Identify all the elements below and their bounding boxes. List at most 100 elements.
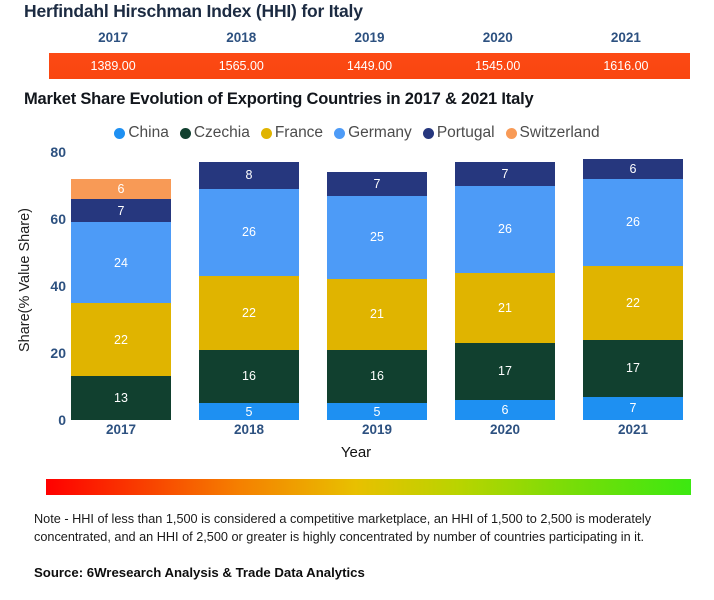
bar-segment-china[interactable]: 5 [199, 403, 299, 420]
stacked-bar-2018[interactable]: 8 26 22 16 5 [199, 162, 299, 420]
chart-legend: China Czechia France Germany Portugal Switzer… [0, 124, 714, 142]
x-axis-tick-label: 2020 [489, 422, 521, 437]
bar-segment-value-label: 21 [498, 300, 512, 315]
bar-segment-value-label: 8 [245, 168, 253, 183]
legend-swatch-icon [505, 127, 517, 139]
bar-segment-czechia[interactable]: 16 [199, 349, 299, 404]
legend-swatch-icon [260, 127, 272, 139]
bar-segment-portugal[interactable]: 7 [71, 198, 171, 223]
bar-segment-germany[interactable]: 24 [71, 222, 171, 303]
plot-area: Share(% Value Share) 0 20 40 60 80 6 7 24 22 13 8… [0, 144, 714, 461]
legend-item-portugal[interactable]: Portugal [422, 124, 495, 142]
bar-segment-value-label: 25 [370, 230, 384, 245]
bar-segment-value-label: 5 [245, 404, 253, 419]
bar-group: 6 7 24 22 13 8 26 22 16 5 7 25 21 16 5 7 26 21 17 6 6 26 22 17 7 [71, 152, 714, 420]
bar-segment-value-label: 7 [629, 401, 637, 416]
hhi-value-row: 1389.00 1565.00 1449.00 1545.00 1616.00 [49, 53, 690, 79]
bar-segment-czechia[interactable]: 17 [583, 339, 683, 397]
legend-item-france[interactable]: France [260, 124, 324, 142]
legend-item-czechia[interactable]: Czechia [179, 124, 250, 142]
x-axis-tick-label: 2018 [233, 422, 265, 437]
bar-segment-germany[interactable]: 26 [199, 188, 299, 276]
bar-segment-value-label: 5 [373, 404, 381, 419]
legend-item-label: Germany [348, 124, 412, 141]
bar-segment-germany[interactable]: 25 [327, 195, 427, 280]
bar-segment-value-label: 26 [242, 225, 256, 240]
hhi-year-cell: 2021 [610, 30, 641, 45]
bar-segment-switzerland[interactable]: 6 [71, 178, 171, 199]
bar-segment-portugal[interactable]: 7 [327, 172, 427, 196]
hhi-year-cell: 2018 [226, 30, 257, 45]
bar-segment-czechia[interactable]: 17 [455, 342, 555, 400]
hhi-title: Herfindahl Hirschman Index (HHI) for Ita… [24, 1, 363, 21]
bar-segment-czechia[interactable]: 16 [327, 349, 427, 404]
bar-segment-france[interactable]: 21 [327, 279, 427, 350]
bar-segment-germany[interactable]: 26 [455, 185, 555, 273]
legend-swatch-icon [114, 127, 126, 139]
x-axis-ticks: 2017 2018 2019 2020 2021 [71, 422, 714, 444]
bar-segment-portugal[interactable]: 6 [583, 158, 683, 179]
hhi-value-cell: 1616.00 [603, 59, 649, 73]
bar-segment-value-label: 7 [373, 176, 381, 191]
note-text: Note - HHI of less than 1,500 is conside… [34, 512, 652, 544]
source-text: Source: 6Wresearch Analysis & Trade Data… [34, 565, 365, 580]
legend-item-china[interactable]: China [114, 124, 169, 142]
legend-item-label: Portugal [436, 124, 495, 141]
stacked-bar-2020[interactable]: 7 26 21 17 6 [455, 162, 555, 420]
bar-segment-germany[interactable]: 26 [583, 178, 683, 266]
bar-segment-france[interactable]: 22 [583, 265, 683, 340]
x-axis-label: Year [340, 444, 372, 461]
y-axis-tick-label: 60 [50, 211, 66, 227]
bar-segment-portugal[interactable]: 8 [199, 162, 299, 189]
legend-item-label: China [128, 124, 169, 141]
legend-swatch-icon [179, 127, 191, 139]
hhi-gradient-scale-bar [46, 479, 691, 495]
hhi-value-cell: 1389.00 [90, 59, 136, 73]
y-axis-tick-label: 20 [50, 345, 66, 361]
legend-item-label: France [274, 124, 324, 141]
stacked-bar-2019[interactable]: 7 25 21 16 5 [327, 172, 427, 420]
bar-segment-china[interactable]: 7 [583, 396, 683, 420]
hhi-year-header-row: 2017 2018 2019 2020 2021 [49, 28, 690, 50]
bar-segment-france[interactable]: 22 [199, 275, 299, 350]
chart-title: Market Share Evolution of Exporting Coun… [24, 90, 534, 108]
bar-segment-value-label: 6 [629, 161, 637, 176]
y-axis-tick-label: 80 [50, 144, 66, 160]
y-axis-ticks: 0 20 40 60 80 [24, 144, 66, 428]
bar-segment-value-label: 17 [626, 361, 640, 376]
legend-item-label: Czechia [193, 124, 250, 141]
legend-item-label: Switzerland [519, 124, 600, 141]
x-axis-tick-label: 2017 [105, 422, 137, 437]
legend-item-germany[interactable]: Germany [334, 124, 412, 142]
stacked-bar-2021[interactable]: 6 26 22 17 7 [583, 158, 683, 420]
bar-segment-czechia[interactable]: 13 [71, 376, 171, 420]
hhi-year-cell: 2020 [482, 30, 513, 45]
bar-segment-value-label: 26 [498, 222, 512, 237]
bar-segment-france[interactable]: 21 [455, 272, 555, 343]
hhi-year-cell: 2017 [98, 30, 129, 45]
legend-swatch-icon [422, 127, 434, 139]
bar-segment-china[interactable]: 6 [455, 399, 555, 420]
legend-swatch-icon [334, 127, 346, 139]
y-axis-tick-label: 0 [58, 412, 66, 428]
bar-segment-value-label: 7 [117, 203, 125, 218]
legend-item-switzerland[interactable]: Switzerland [505, 124, 600, 142]
bar-segment-value-label: 24 [114, 255, 128, 270]
bar-segment-value-label: 7 [501, 166, 509, 181]
x-axis-tick-label: 2019 [361, 422, 393, 437]
bar-segment-france[interactable]: 22 [71, 302, 171, 377]
bar-segment-china[interactable]: 5 [327, 403, 427, 420]
hhi-value-cell: 1565.00 [218, 59, 264, 73]
bar-segment-value-label: 17 [498, 364, 512, 379]
bar-segment-value-label: 16 [370, 369, 384, 384]
hhi-year-cell: 2019 [354, 30, 385, 45]
stacked-bar-2017[interactable]: 6 7 24 22 13 [71, 178, 171, 420]
bar-segment-portugal[interactable]: 7 [455, 162, 555, 186]
hhi-value-cell: 1449.00 [346, 59, 393, 73]
hhi-table: 2017 2018 2019 2020 2021 1389.00 1565.00… [49, 28, 690, 79]
bar-segment-value-label: 13 [114, 391, 128, 406]
bar-segment-value-label: 22 [114, 332, 128, 347]
bar-segment-value-label: 22 [626, 295, 640, 310]
bar-segment-value-label: 6 [501, 402, 509, 417]
